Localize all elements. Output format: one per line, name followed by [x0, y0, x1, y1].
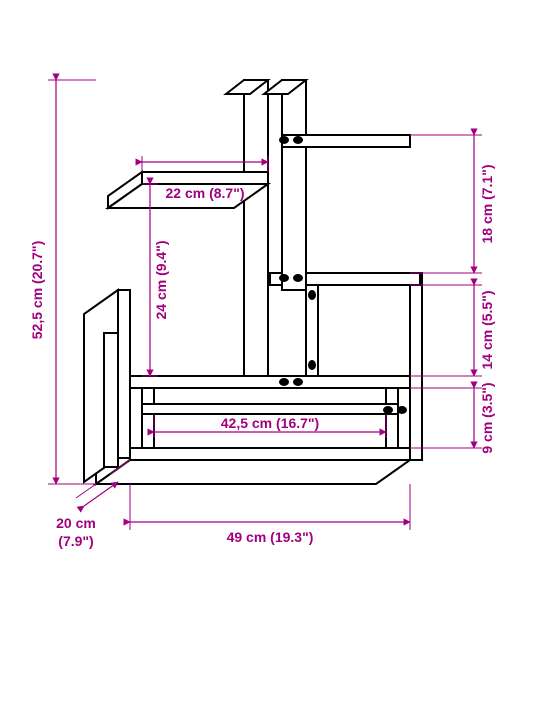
dimension-diagram: 52,5 cm (20.7") 49 cm (19.3") 20 cm (7.9… [0, 0, 540, 720]
dim-mid-h: 24 cm (9.4") [153, 240, 169, 319]
dim-right-low-h: 9 cm (3.5") [479, 382, 495, 453]
dim-shelf-top-w: 22 cm (8.7") [165, 185, 244, 201]
dim-slot-inner-w: 42,5 cm (16.7") [221, 415, 319, 431]
dim-depth-line2: (7.9") [58, 533, 93, 549]
dim-right-top-h: 18 cm (7.1") [479, 164, 495, 243]
dim-right-mid-h: 14 cm (5.5") [479, 290, 495, 369]
dim-width-total: 49 cm (19.3") [227, 529, 314, 545]
dim-height-total: 52,5 cm (20.7") [29, 241, 45, 339]
dim-depth-line1: 20 cm [56, 515, 96, 531]
